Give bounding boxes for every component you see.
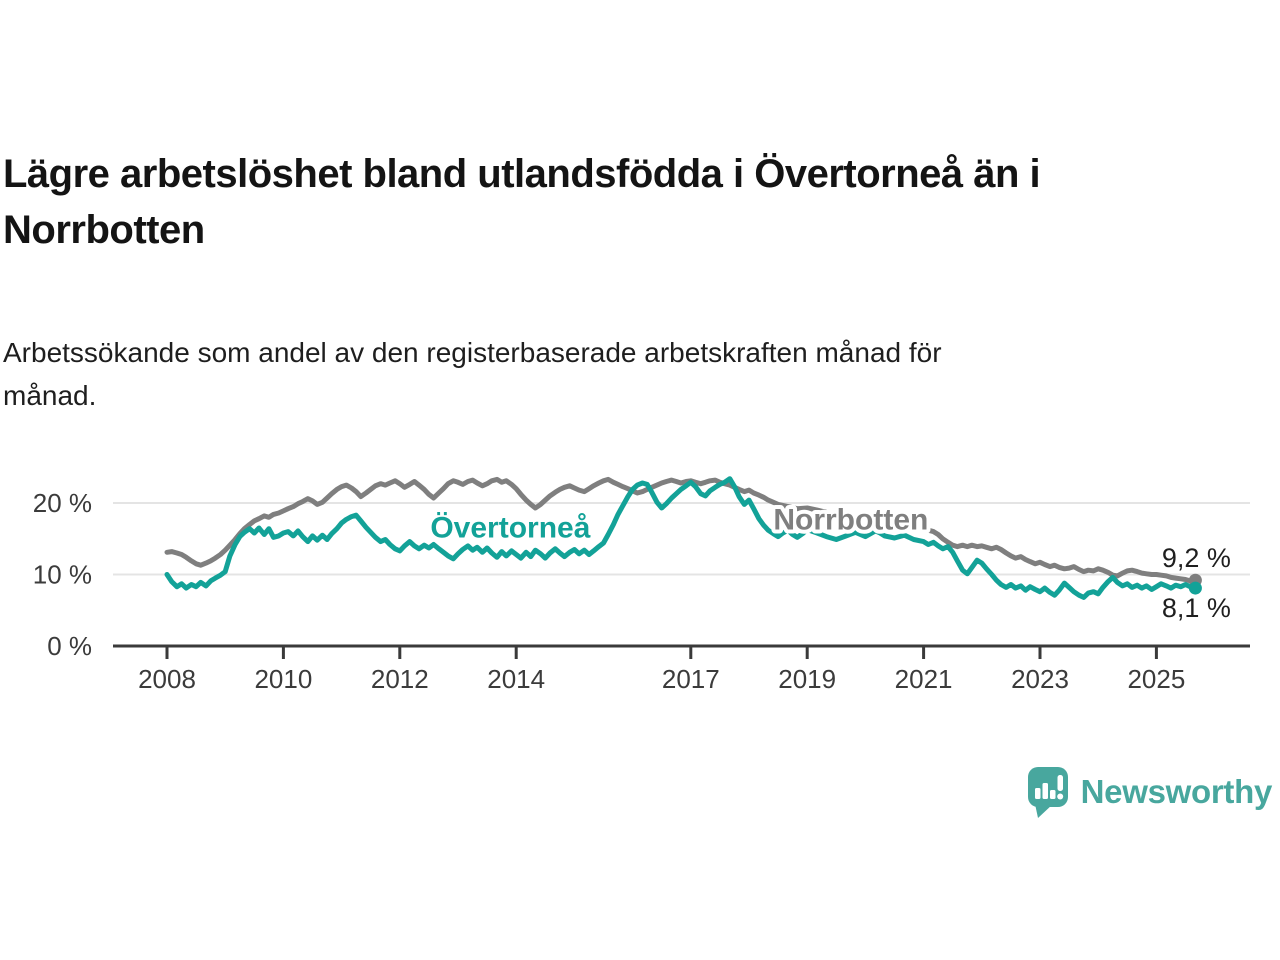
page-title-line-2: Norrbotten (3, 208, 205, 252)
series-label-overtornea: Övertorneå (430, 511, 590, 544)
y-axis-tick-label: 0 % (47, 631, 92, 661)
newsworthy-brand-text: Newsworthy (1080, 773, 1273, 810)
x-axis-tick-label: 2008 (138, 664, 196, 694)
series-line-overtornea (164, 476, 1198, 600)
y-axis-tick-label: 20 % (33, 488, 92, 518)
end-value-label-overtornea: 8,1 % (1162, 593, 1231, 623)
x-axis-tick-label: 2012 (371, 664, 429, 694)
series-end-dot-overtornea (1188, 581, 1202, 595)
x-axis-tick-label: 2023 (1011, 664, 1069, 694)
page-title-line-1: Lägre arbetslöshet bland utlandsfödda i … (3, 152, 1041, 196)
chart-subtitle-line-1: Arbetssökande som andel av den registerb… (3, 337, 942, 368)
x-axis-tick-label: 2021 (895, 664, 953, 694)
x-axis-tick-label: 2019 (778, 664, 836, 694)
series-label-norrbotten: Norrbotten (773, 503, 928, 536)
newsworthy-logo-icon (1027, 767, 1068, 818)
x-axis-tick-label: 2010 (254, 664, 312, 694)
end-value-label-norrbotten: 9,2 % (1162, 543, 1231, 573)
chart-subtitle-line-2: månad. (3, 380, 97, 411)
x-axis-tick-label: 2025 (1127, 664, 1185, 694)
page-title: Lägre arbetslöshet bland utlandsfödda i … (3, 146, 1275, 258)
y-axis-tick-label: 10 % (33, 560, 92, 590)
chart-subtitle: Arbetssökande som andel av den registerb… (3, 331, 1203, 417)
x-axis-tick-label: 2017 (662, 664, 720, 694)
newsworthy-logo: Newsworthy (1027, 766, 1272, 818)
series-line-norrbotten (164, 476, 1198, 584)
x-axis-tick-label: 2014 (487, 664, 545, 694)
